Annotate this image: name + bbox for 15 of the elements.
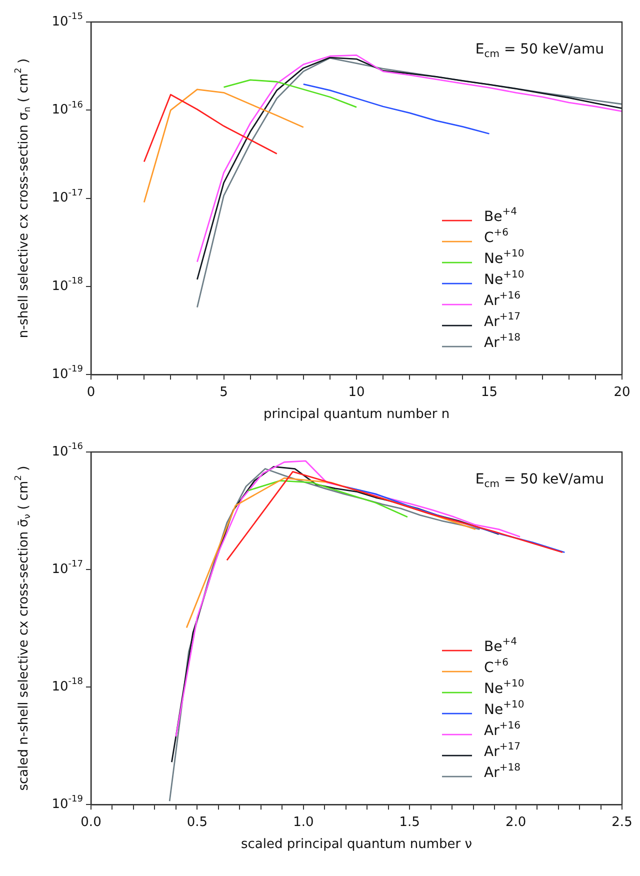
x-tick-label: 2.5 [612, 814, 632, 830]
x-tick-label: 15 [480, 384, 498, 400]
x-tick-label: 1.5 [399, 814, 420, 830]
x-tick-label: 10 [348, 384, 365, 400]
x-tick-label: 0.5 [186, 814, 208, 830]
x-axis-title: scaled principal quantum number ν [240, 836, 472, 852]
x-axis-title: principal quantum number n [263, 406, 450, 422]
x-tick-label: 2.0 [505, 814, 526, 830]
y-axis-title: n-shell selective cx cross-section σn ( cm2 ) [14, 58, 34, 338]
x-tick-label: 1.0 [293, 814, 314, 830]
y-axis-title: scaled n-shell selective cx cross-section σ̄ν ( cm2 ) [14, 466, 34, 791]
x-tick-label: 0.0 [80, 814, 102, 830]
x-tick-label: 5 [220, 384, 228, 400]
x-tick-label: 0 [86, 384, 96, 400]
x-tick-label: 20 [614, 384, 630, 400]
